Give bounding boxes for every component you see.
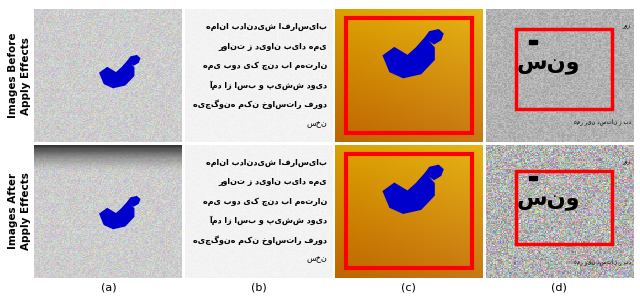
Text: روز: روز [623,160,630,165]
Text: Images Before
Apply Effects: Images Before Apply Effects [8,33,31,118]
Text: همی بود یک چند با مهتران: همی بود یک چند با مهتران [203,61,328,70]
Bar [346,18,472,133]
Polygon shape [425,166,443,179]
Polygon shape [425,30,443,44]
Bar [346,154,472,268]
Text: سخن: سخن [307,254,328,263]
Text: روز: روز [623,24,630,29]
Text: همی بود یک چند با مهتران: همی بود یک چند با مهتران [203,197,328,206]
Text: (b): (b) [251,283,266,293]
Text: همانا بداندیش افراسیاب: همانا بداندیش افراسیاب [206,158,328,167]
Polygon shape [100,202,134,229]
Polygon shape [128,56,140,65]
Text: سنو: سنو [516,191,580,211]
Text: همانا بداندیش افراسیاب: همانا بداندیش افراسیاب [206,22,328,32]
Text: هیچگونه مکن خواستار فرود: هیچگونه مکن خواستار فرود [193,235,328,245]
Text: (d): (d) [550,283,566,293]
Text: (a): (a) [101,283,116,293]
Text: سنو: سنو [516,55,580,75]
Polygon shape [100,61,134,88]
Text: همر رین دستان ز بد: همر رین دستان ز بد [573,258,630,265]
Text: (c): (c) [401,283,416,293]
Text: روانت ز دیوان بیاد همی: روانت ز دیوان بیاد همی [219,177,328,186]
Text: هیچگونه مکن خواستار فرود: هیچگونه مکن خواستار فرود [193,99,328,109]
Text: آمد از اسب و پیشش دوید: آمد از اسب و پیشش دوید [209,80,328,90]
Bar [516,171,611,244]
Polygon shape [383,174,434,213]
Text: آمد از اسب و پیشش دوید: آمد از اسب و پیشش دوید [209,216,328,225]
Text: همر رین دستان ز بد: همر رین دستان ز بد [573,119,630,125]
Polygon shape [383,38,434,78]
Bar [516,29,611,109]
Text: Images After
Apply Effects: Images After Apply Effects [8,172,31,250]
Text: سخن: سخن [307,119,328,128]
Text: روانت ز دیوان بیاد همی: روانت ز دیوان بیاد همی [219,42,328,51]
Polygon shape [128,197,140,206]
